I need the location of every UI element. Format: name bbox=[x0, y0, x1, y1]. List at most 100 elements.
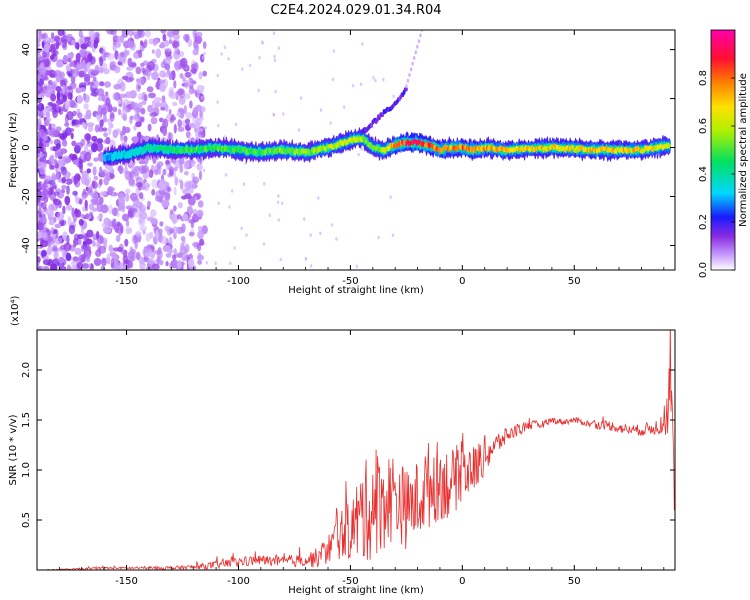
noise-speckle bbox=[136, 82, 141, 92]
noise-speckle bbox=[37, 256, 41, 263]
noise-speckle bbox=[179, 180, 184, 190]
noise-speckle bbox=[165, 57, 171, 65]
noise-speckle bbox=[43, 196, 49, 203]
noise-speckle bbox=[106, 53, 115, 61]
noise-speckle bbox=[164, 49, 168, 57]
noise-speckle bbox=[377, 235, 380, 240]
noise-speckle bbox=[178, 96, 186, 105]
noise-speckle bbox=[116, 35, 121, 43]
noise-speckle bbox=[180, 57, 188, 68]
noise-speckle bbox=[74, 42, 80, 50]
y-tick-label: 0.5 bbox=[21, 512, 32, 528]
noise-speckle bbox=[129, 115, 134, 121]
noise-speckle bbox=[62, 30, 66, 37]
noise-speckle bbox=[112, 35, 119, 43]
noise-speckle bbox=[55, 102, 60, 112]
branch-cell bbox=[413, 56, 416, 60]
noise-speckle bbox=[56, 90, 61, 101]
noise-speckle bbox=[55, 126, 62, 132]
noise-speckle bbox=[184, 243, 190, 253]
noise-speckle bbox=[138, 49, 143, 59]
noise-speckle bbox=[70, 39, 77, 45]
noise-speckle bbox=[84, 133, 92, 141]
colorbar-label: Normalized spectral amplitude bbox=[738, 73, 749, 227]
noise-speckle bbox=[53, 216, 57, 223]
y-tick-label: -20 bbox=[21, 188, 32, 204]
noise-speckle bbox=[357, 152, 360, 157]
noise-speckle bbox=[37, 212, 40, 219]
branch-cell bbox=[416, 44, 419, 49]
noise-speckle bbox=[118, 93, 127, 99]
noise-speckle bbox=[37, 36, 42, 43]
noise-speckle bbox=[372, 75, 375, 80]
noise-speckle bbox=[144, 39, 148, 45]
noise-speckle bbox=[83, 73, 91, 82]
noise-speckle bbox=[81, 244, 87, 250]
noise-speckle bbox=[109, 139, 116, 150]
noise-speckle bbox=[125, 188, 131, 194]
noise-speckle bbox=[161, 95, 166, 103]
noise-speckle bbox=[187, 38, 193, 48]
noise-speckle bbox=[64, 100, 70, 110]
spectrogram-x-ticks: -150 -100 -50 0 50 bbox=[58, 30, 665, 287]
noise-speckle bbox=[282, 112, 285, 116]
noise-speckle bbox=[277, 46, 281, 50]
noise-speckle bbox=[67, 128, 75, 132]
noise-speckle bbox=[359, 82, 363, 86]
noise-speckle bbox=[165, 159, 171, 165]
noise-speckle bbox=[179, 73, 184, 79]
noise-speckle bbox=[45, 111, 51, 119]
noise-speckle bbox=[117, 108, 122, 116]
noise-speckle bbox=[155, 101, 161, 108]
noise-speckle bbox=[273, 58, 277, 63]
snr-x-ticks: -150 -100 -50 0 50 bbox=[58, 330, 665, 587]
noise-speckle bbox=[80, 43, 88, 50]
noise-speckle bbox=[109, 112, 115, 122]
noise-speckle bbox=[83, 103, 89, 110]
noise-speckle bbox=[60, 244, 67, 250]
noise-speckle bbox=[180, 242, 185, 250]
noise-speckle bbox=[192, 34, 196, 39]
noise-speckle bbox=[173, 205, 177, 212]
noise-speckle bbox=[131, 102, 139, 111]
noise-speckle bbox=[127, 57, 133, 67]
branch-cell bbox=[411, 61, 414, 66]
noise-speckle bbox=[131, 197, 140, 203]
noise-speckle bbox=[168, 236, 173, 246]
noise-speckle bbox=[37, 30, 42, 38]
noise-speckle bbox=[48, 123, 52, 131]
noise-speckle bbox=[138, 102, 143, 109]
noise-speckle bbox=[151, 100, 156, 108]
noise-speckle bbox=[135, 66, 142, 75]
snr-frame bbox=[36, 329, 676, 571]
noise-speckle bbox=[55, 40, 60, 50]
colorbar-tick-label: 0.6 bbox=[698, 118, 709, 134]
noise-speckle bbox=[173, 168, 176, 179]
noise-speckle bbox=[53, 198, 61, 206]
noise-speckle bbox=[171, 214, 179, 224]
noise-speckle bbox=[51, 49, 59, 57]
noise-speckle bbox=[126, 66, 134, 71]
noise-speckle bbox=[45, 118, 50, 124]
noise-speckle bbox=[53, 159, 58, 165]
noise-speckle bbox=[145, 233, 151, 242]
noise-speckle bbox=[78, 70, 86, 78]
colorbar-tick-label: 0.2 bbox=[698, 214, 709, 230]
noise-speckle bbox=[198, 71, 203, 80]
noise-speckle bbox=[129, 90, 137, 99]
ridge-cell bbox=[575, 145, 579, 150]
noise-speckle bbox=[190, 67, 198, 74]
branch-cell bbox=[405, 84, 408, 89]
noise-speckle bbox=[49, 155, 55, 166]
noise-speckle bbox=[197, 131, 205, 139]
noise-speckle bbox=[154, 250, 162, 255]
noise-speckle bbox=[126, 128, 130, 133]
noise-speckle bbox=[62, 231, 68, 241]
noise-speckle bbox=[170, 114, 175, 119]
noise-speckle bbox=[88, 39, 94, 49]
noise-speckle bbox=[197, 163, 200, 167]
y-tick-label: 1.0 bbox=[21, 462, 32, 478]
noise-speckle bbox=[58, 237, 63, 245]
noise-speckle bbox=[124, 238, 129, 247]
noise-speckle bbox=[178, 155, 185, 165]
